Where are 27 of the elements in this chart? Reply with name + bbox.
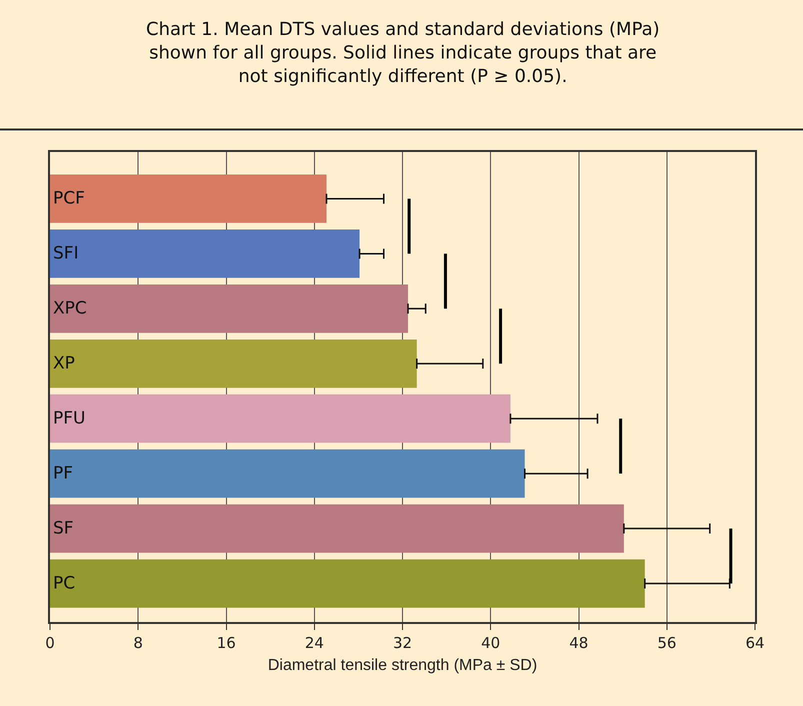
bar bbox=[50, 394, 510, 443]
bar bbox=[50, 174, 326, 223]
x-tick-label: 48 bbox=[569, 634, 588, 652]
y-tick-label: SFI bbox=[53, 244, 79, 264]
y-tick-label: PF bbox=[53, 464, 74, 484]
bar bbox=[50, 284, 408, 333]
x-tick-label: 40 bbox=[481, 634, 500, 652]
y-tick-label: SF bbox=[53, 518, 74, 539]
x-tick-label: 16 bbox=[216, 634, 236, 652]
y-tick-label: PC bbox=[53, 574, 76, 594]
y-tick-label: PCF bbox=[53, 188, 85, 209]
x-tick-label: 64 bbox=[745, 634, 765, 652]
x-tick-label: 24 bbox=[304, 634, 324, 652]
bar bbox=[50, 230, 360, 278]
bar bbox=[50, 339, 417, 388]
x-tick-label: 8 bbox=[133, 634, 143, 652]
y-tick-label: XPC bbox=[53, 298, 87, 319]
bar bbox=[50, 449, 525, 498]
bar bbox=[50, 504, 624, 553]
bar bbox=[50, 559, 645, 608]
x-tick-label: 0 bbox=[45, 634, 55, 652]
x-tick-label: 56 bbox=[657, 634, 676, 652]
y-tick-label: XP bbox=[53, 354, 75, 374]
x-axis-title: Diametral tensile strength (MPa ± SD) bbox=[268, 657, 538, 674]
y-tick-label: PFU bbox=[53, 408, 86, 429]
x-tick-label: 32 bbox=[392, 634, 412, 652]
chart-title: Chart 1. Mean DTS values and standard deviations (MPa) shown for all groups. Solid lines indicate groups that are not significantly different (P ≥ 0.05). bbox=[146, 19, 660, 87]
